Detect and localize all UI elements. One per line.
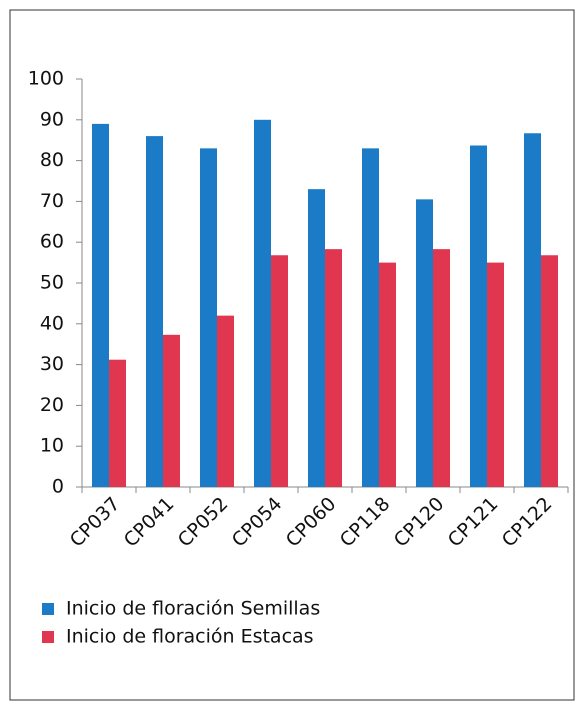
bar: [163, 334, 180, 487]
bar: [271, 255, 288, 487]
bar: [146, 136, 163, 487]
x-tick-label: CP121: [444, 493, 503, 552]
bar: [487, 262, 504, 487]
legend-label: Inicio de floración Estacas: [66, 626, 314, 648]
bar: [254, 119, 271, 488]
bar: [200, 148, 217, 488]
y-tick-label: 10: [40, 435, 64, 457]
x-tick-label: CP037: [66, 493, 125, 552]
bar: [433, 249, 450, 487]
bar: [541, 255, 558, 487]
frame: [9, 9, 575, 701]
x-tick-label: CP041: [120, 493, 179, 552]
bar: [379, 262, 396, 487]
bar: [325, 249, 342, 487]
legend-label: Inicio de floración Semillas: [66, 598, 320, 620]
bar: [416, 199, 433, 488]
y-tick-label: 100: [28, 68, 64, 90]
y-tick-label: 0: [52, 476, 64, 498]
x-tick-label: CP122: [498, 493, 557, 552]
x-tick-label: CP060: [282, 493, 341, 552]
x-tick-label: CP054: [228, 493, 287, 552]
legend-swatch: [42, 631, 54, 643]
bar: [217, 315, 234, 487]
y-tick-label: 60: [40, 231, 64, 253]
bar: [470, 145, 487, 487]
y-tick-label: 20: [40, 394, 64, 416]
y-tick-label: 80: [40, 149, 64, 171]
y-tick-label: 50: [40, 272, 64, 294]
bar: [362, 148, 379, 488]
x-tick-label: CP118: [336, 493, 395, 552]
bar: [109, 359, 126, 487]
bar: [308, 189, 325, 487]
y-tick-label: 40: [40, 312, 64, 334]
y-tick-label: 90: [40, 108, 64, 130]
x-tick-label: CP120: [390, 493, 449, 552]
bar: [524, 133, 541, 487]
bar: [92, 123, 109, 487]
y-tick-label: 30: [40, 353, 64, 375]
x-tick-label: CP052: [174, 493, 233, 552]
y-tick-label: 70: [40, 190, 64, 212]
legend-swatch: [42, 603, 54, 615]
